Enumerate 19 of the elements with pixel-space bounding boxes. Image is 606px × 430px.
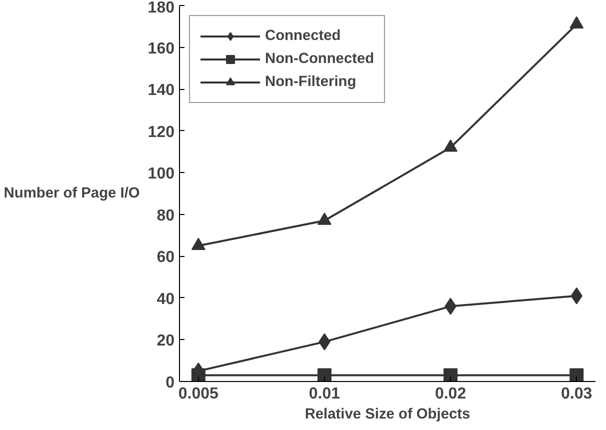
y-tick-label: 120 (148, 124, 175, 141)
y-tick-label: 180 (148, 0, 175, 16)
x-tick-label: 0.005 (178, 386, 219, 402)
x-axis-title: Relative Size of Objects (304, 406, 470, 422)
y-tick-label: 40 (156, 290, 175, 308)
x-tick-label: 0.01 (308, 386, 340, 402)
y-axis-title: Number of Page I/O (4, 186, 140, 202)
x-tick-label: 0.02 (434, 386, 466, 402)
y-tick-label: 80 (156, 207, 175, 224)
y-tick-label: 160 (148, 40, 175, 58)
y-tick-label: 60 (156, 249, 175, 266)
y-tick-label: 100 (148, 166, 175, 183)
legend-label: Connected (265, 28, 342, 44)
legend-label: Non-Filtering (265, 74, 356, 90)
legend-label: Non-Connected (265, 51, 374, 67)
y-tick-label: 0 (166, 374, 175, 392)
y-tick-label: 20 (156, 332, 175, 350)
x-tick-label: 0.03 (561, 386, 592, 402)
y-tick-label: 140 (148, 82, 175, 100)
